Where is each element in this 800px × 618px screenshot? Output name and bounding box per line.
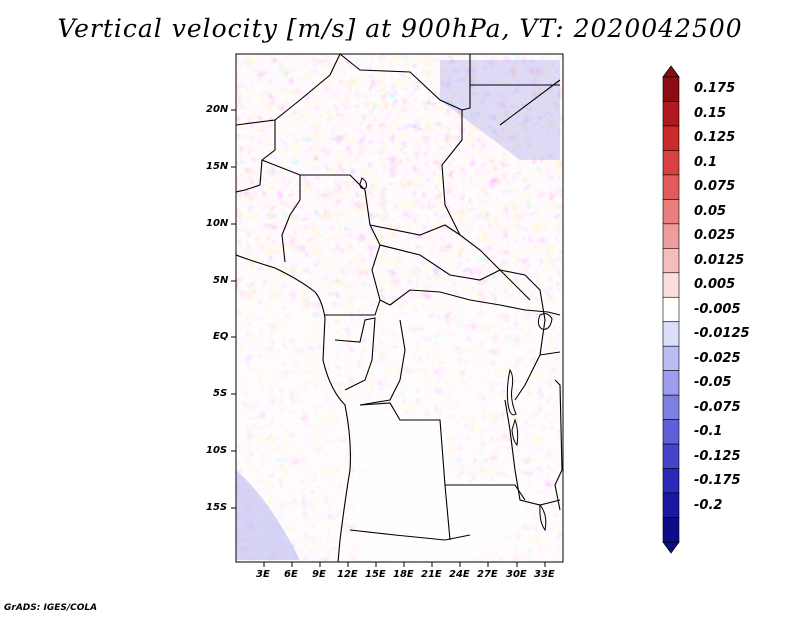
lon-tick-label: 30E	[506, 569, 527, 580]
lat-tick-label: 5S	[213, 388, 228, 399]
lon-tick-label: 15E	[365, 569, 386, 580]
colorbar-swatch	[662, 248, 680, 274]
colorbar-label: 0.0125	[694, 252, 745, 268]
colorbar-label: 0.175	[694, 81, 736, 97]
colorbar-label: 0.05	[694, 203, 727, 219]
colorbar-swatch	[662, 419, 680, 445]
colorbar-label: 0.125	[694, 130, 736, 146]
colorbar-swatch	[662, 296, 680, 323]
colorbar-label: 0.1	[694, 154, 718, 170]
country-borders	[236, 54, 563, 562]
colorbar-swatch	[662, 272, 680, 298]
colorbar-label: -0.175	[694, 473, 741, 489]
colorbar	[662, 65, 680, 554]
colorbar-label: 0.15	[694, 105, 727, 121]
colorbar-swatch	[662, 199, 680, 225]
colorbar-swatch	[662, 394, 680, 420]
colorbar-label: -0.0125	[694, 326, 750, 342]
lon-tick-label: 24E	[449, 569, 470, 580]
colorbar-label: -0.005	[694, 301, 741, 317]
map-title: Vertical velocity [m/s] at 900hPa, VT: 2…	[57, 14, 743, 43]
colorbar-swatch	[662, 125, 680, 151]
colorbar-label: -0.05	[694, 375, 732, 391]
lat-tick-label: 15S	[206, 502, 228, 513]
colorbar-swatch	[662, 321, 680, 347]
lon-tick-label: 6E	[284, 569, 298, 580]
lat-tick-label: 5N	[213, 275, 229, 286]
colorbar-top-arrow	[662, 65, 680, 78]
lakes	[359, 177, 553, 532]
colorbar-swatch	[662, 150, 680, 176]
credit-text: GrADS: IGES/COLA	[4, 603, 98, 613]
colorbar-label: -0.125	[694, 448, 741, 464]
colorbar-bottom-arrow	[662, 541, 680, 554]
colorbar-label: 0.075	[694, 179, 736, 195]
colorbar-label: -0.1	[694, 424, 723, 440]
lon-tick-label: 27E	[477, 569, 498, 580]
lon-tick-label: 33E	[534, 569, 555, 580]
lon-tick-label: 3E	[256, 569, 270, 580]
colorbar-label: 0.005	[694, 277, 736, 293]
lat-tick-label: 10N	[206, 218, 229, 229]
lon-tick-marks	[263, 562, 546, 567]
colorbar-label: -0.025	[694, 350, 741, 366]
lat-tick-marks	[231, 109, 236, 509]
lat-tick-label: 20N	[206, 104, 229, 115]
colorbar-swatch	[662, 517, 680, 543]
colorbar-swatch	[662, 370, 680, 396]
lon-tick-label: 21E	[421, 569, 442, 580]
lon-tick-label: 18E	[393, 569, 414, 580]
lat-tick-label: 15N	[206, 161, 229, 172]
colorbar-swatch	[662, 76, 680, 102]
colorbar-swatch	[662, 468, 680, 494]
colorbar-label: -0.2	[694, 497, 723, 513]
lon-tick-label: 9E	[312, 569, 326, 580]
lat-tick-label: EQ	[213, 331, 229, 342]
colorbar-swatch	[662, 345, 680, 371]
colorbar-label: -0.075	[694, 399, 741, 415]
lat-tick-label: 10S	[206, 445, 228, 456]
plot-frame	[235, 53, 564, 563]
colorbar-swatch	[662, 223, 680, 249]
colorbar-swatch	[662, 492, 680, 518]
colorbar-swatch	[662, 443, 680, 469]
colorbar-swatch	[662, 101, 680, 127]
lon-tick-label: 12E	[337, 569, 358, 580]
colorbar-label: 0.025	[694, 228, 736, 244]
colorbar-swatch	[662, 174, 680, 200]
